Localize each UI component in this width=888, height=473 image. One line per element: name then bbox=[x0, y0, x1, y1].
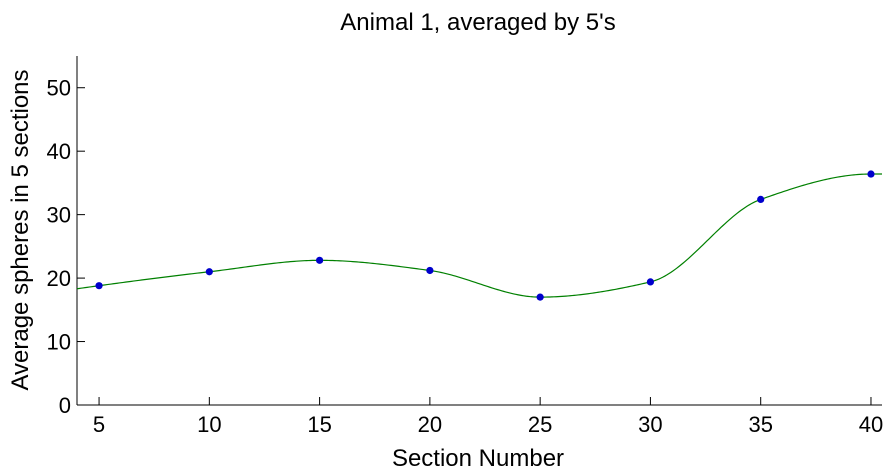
data-point bbox=[426, 266, 434, 275]
data-point bbox=[536, 293, 544, 301]
x-tick-label: 30 bbox=[638, 412, 662, 437]
x-axis-label: Section Number bbox=[392, 445, 564, 472]
plot-area bbox=[77, 56, 882, 405]
data-point bbox=[867, 170, 875, 178]
x-tick-label: 35 bbox=[748, 412, 772, 437]
y-axis-label: Average spheres in 5 sections bbox=[7, 69, 34, 390]
x-tick-label: 40 bbox=[859, 412, 883, 437]
y-tick-label: 50 bbox=[47, 76, 71, 101]
y-tick-label: 40 bbox=[47, 139, 71, 164]
y-tick-label: 20 bbox=[47, 266, 71, 291]
x-tick-label: 10 bbox=[197, 412, 221, 437]
chart-title: Animal 1, averaged by 5's bbox=[340, 9, 615, 36]
data-points bbox=[95, 170, 875, 301]
x-tick-label: 25 bbox=[528, 412, 552, 437]
y-tick-label: 30 bbox=[47, 203, 71, 228]
data-point bbox=[757, 195, 765, 204]
x-tick-label: 5 bbox=[93, 412, 105, 437]
axis-ticks bbox=[77, 87, 872, 406]
data-point bbox=[646, 278, 655, 286]
x-tick-label: 15 bbox=[307, 412, 331, 437]
data-point bbox=[205, 268, 213, 276]
x-tick-label: 20 bbox=[418, 412, 442, 437]
y-tick-label: 10 bbox=[47, 330, 71, 355]
data-point bbox=[95, 282, 103, 290]
y-tick-label: 0 bbox=[59, 393, 71, 418]
data-point bbox=[316, 256, 324, 264]
tick-labels: 5 10 15 20 25 30 35 40 0 10 20 30 40 50 bbox=[47, 76, 884, 437]
